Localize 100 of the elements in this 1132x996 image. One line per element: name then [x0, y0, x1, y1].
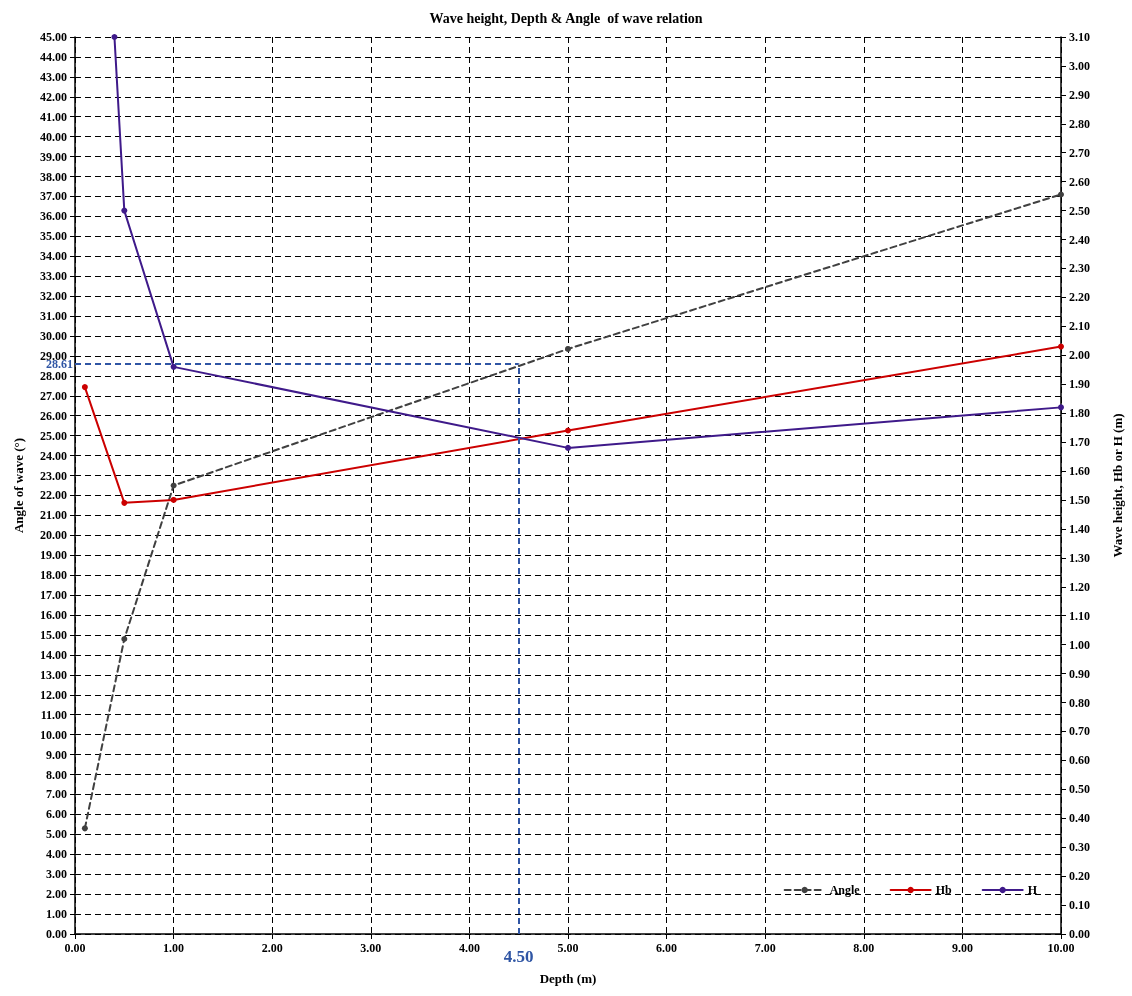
y2-tick-label: 1.30 — [1069, 550, 1090, 565]
y-tick-label: 33.00 — [40, 269, 67, 284]
y2-tick-label: 0.80 — [1069, 695, 1090, 710]
y2-tick-label: 2.80 — [1069, 116, 1090, 131]
y-tick-label: 7.00 — [46, 787, 67, 802]
point — [121, 499, 128, 506]
y2-tick-label: 2.60 — [1069, 174, 1090, 189]
point — [1058, 404, 1064, 411]
y-tick-label: 12.00 — [40, 687, 67, 702]
y-tick-label: 22.00 — [40, 488, 67, 503]
y2-tick-label: 2.00 — [1069, 348, 1090, 363]
y2-tick-label: 1.40 — [1069, 521, 1090, 536]
y-tick-label: 44.00 — [40, 49, 67, 64]
y-tick-label: 11.00 — [40, 707, 67, 722]
y2-tick-label: 1.10 — [1069, 608, 1090, 623]
y-tick-label: 38.00 — [40, 169, 67, 184]
y2-tick-label: 1.90 — [1069, 377, 1090, 392]
y2-tick-label: 2.10 — [1069, 319, 1090, 334]
y2-axis-title: Wave height, Hb or H (m) — [1110, 413, 1125, 558]
y2-tick-label: 3.10 — [1069, 30, 1090, 44]
point — [1058, 343, 1064, 350]
point — [1058, 191, 1064, 198]
y-tick-label: 43.00 — [40, 69, 67, 84]
y2-tick-label: 0.20 — [1069, 869, 1090, 884]
point — [170, 496, 177, 503]
y-tick-label: 3.00 — [46, 867, 67, 882]
y-tick-label: 18.00 — [40, 568, 67, 583]
y-tick-label: 32.00 — [40, 289, 67, 304]
y-tick-label: 42.00 — [40, 89, 67, 104]
y-tick-label: 9.00 — [46, 747, 67, 762]
y-tick-label: 2.00 — [46, 887, 67, 902]
y-tick-label: 19.00 — [40, 548, 67, 563]
x-tick-label: 4.00 — [458, 941, 480, 955]
y2-tick-label: 0.10 — [1069, 898, 1090, 913]
y2-tick-label: 1.50 — [1069, 492, 1090, 507]
y2-tick-label: 3.00 — [1069, 58, 1090, 73]
x-tick-label: 9.00 — [951, 941, 973, 955]
y-tick-label: 36.00 — [40, 209, 67, 224]
y-tick-label: 34.00 — [40, 249, 67, 264]
point — [170, 482, 177, 489]
y2-tick-label: 0.90 — [1069, 666, 1090, 681]
x-tick-label: 3.00 — [360, 941, 382, 955]
y-tick-label: 35.00 — [40, 229, 67, 244]
y-tick-label: 40.00 — [40, 129, 67, 144]
y-tick-label: 21.00 — [40, 508, 67, 523]
y2-tick-label: 1.80 — [1069, 406, 1090, 421]
x-tick-label: 0.00 — [64, 941, 86, 955]
y-tick-label: 26.00 — [40, 408, 67, 423]
y-axis-title: Angle of wave (°) — [11, 437, 26, 534]
x-tick-label: 1.00 — [163, 941, 185, 955]
y-tick-label: 8.00 — [46, 767, 67, 782]
y2-tick-label: 2.70 — [1069, 145, 1090, 160]
y2-tick-label: 1.20 — [1069, 579, 1090, 594]
point — [121, 635, 128, 642]
x-tick-label: 10.00 — [1047, 941, 1075, 955]
x-tick-label: 2.00 — [261, 941, 283, 955]
legend-label: H — [1027, 883, 1038, 897]
y2-tick-label: 1.70 — [1069, 435, 1090, 450]
y2-tick-label: 0.40 — [1069, 811, 1090, 826]
y2-tick-label: 0.00 — [1069, 927, 1090, 941]
y2-tick-label: 0.60 — [1069, 753, 1090, 768]
x-tick-label: 6.00 — [656, 941, 678, 955]
y2-tick-label: 2.40 — [1069, 232, 1090, 247]
y2-tick-label: 0.30 — [1069, 840, 1090, 855]
y-tick-label: 5.00 — [46, 827, 67, 842]
y-tick-label: 20.00 — [40, 528, 67, 543]
y2-tick-label: 0.50 — [1069, 782, 1090, 797]
y2-tick-label: 0.70 — [1069, 724, 1090, 739]
point — [565, 345, 571, 352]
y2-tick-label: 2.50 — [1069, 203, 1090, 218]
y-tick-label: 31.00 — [40, 309, 67, 324]
y-tick-label: 28.00 — [40, 368, 67, 383]
legend-label: Hb — [935, 883, 952, 897]
legend-label: Angle — [829, 883, 861, 897]
ref-line-label: 4.50 — [503, 947, 534, 966]
y2-tick-label: 2.90 — [1069, 87, 1090, 102]
x-tick-label: 7.00 — [754, 941, 776, 955]
y-tick-label: 25.00 — [40, 428, 67, 443]
y-tick-label: 13.00 — [40, 667, 67, 682]
y-tick-label: 37.00 — [40, 189, 67, 204]
y-tick-label: 0.00 — [46, 927, 67, 941]
point — [81, 384, 88, 391]
y-tick-label: 14.00 — [40, 647, 67, 662]
y-tick-label: 4.00 — [46, 847, 67, 862]
x-axis-title: Depth (m) — [539, 971, 597, 986]
y-tick-label: 45.00 — [40, 30, 67, 44]
point — [81, 825, 88, 832]
point — [565, 427, 571, 434]
y-tick-label: 15.00 — [40, 628, 67, 642]
y-tick-label: 41.00 — [40, 109, 67, 124]
x-tick-label: 5.00 — [557, 941, 579, 955]
point — [170, 363, 177, 370]
point — [111, 34, 118, 40]
x-tick-label: 8.00 — [853, 941, 875, 955]
y-tick-label: 10.00 — [40, 727, 67, 742]
y2-tick-label: 1.60 — [1069, 464, 1090, 479]
y-tick-label: 16.00 — [40, 608, 67, 623]
point — [565, 444, 571, 451]
chart-title: Wave height, Depth & Angle of wave relation — [429, 10, 703, 26]
y-tick-label: 39.00 — [40, 149, 67, 164]
